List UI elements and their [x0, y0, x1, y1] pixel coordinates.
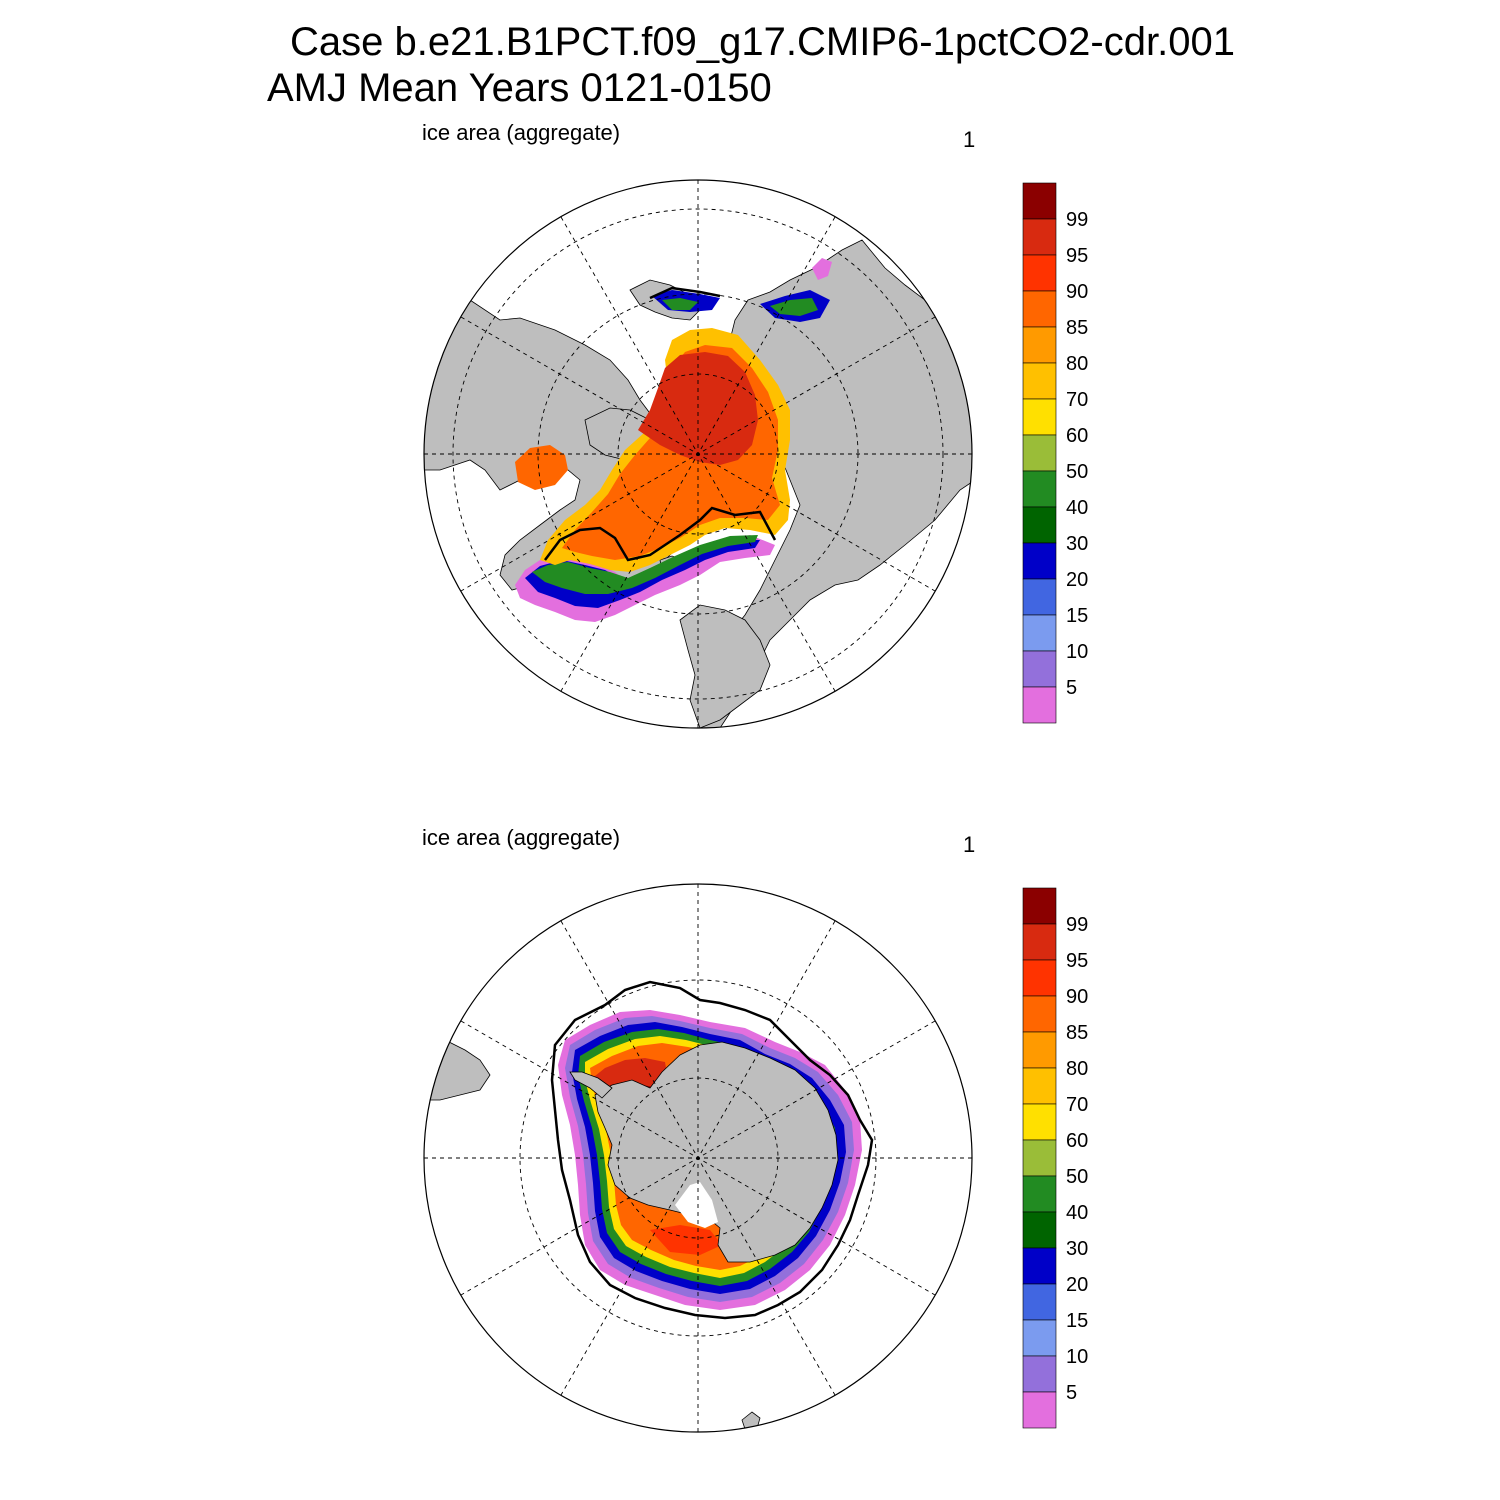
south-colorbar-tick-label: 20 [1066, 1274, 1088, 1296]
north-colorbar-box [1022, 290, 1057, 328]
south-colorbar-box [1022, 1283, 1057, 1321]
north-colorbar-tick-label: 80 [1066, 353, 1088, 375]
panel2-units-label: 1 [963, 832, 976, 857]
north-polar-map [423, 179, 973, 729]
south-colorbar-box [1022, 1031, 1057, 1069]
south-colorbar-box [1022, 1211, 1057, 1249]
south-colorbar-box [1022, 1319, 1057, 1357]
ross-ice-shelf [675, 1182, 718, 1228]
south-colorbar-tick-label: 5 [1066, 1382, 1077, 1404]
north-ice-edge-contour-pacific [649, 286, 721, 300]
north-colorbar-tick-label: 85 [1066, 317, 1088, 339]
north-graticule [424, 180, 972, 728]
north-colorbar-box [1022, 362, 1057, 400]
land-antarctic-peninsula [569, 1071, 613, 1099]
south-map-border [423, 883, 973, 1433]
north-colorbar-box [1022, 542, 1057, 580]
south-colorbar-tick-label: 30 [1066, 1238, 1088, 1260]
south-colorbar-box [1022, 1391, 1057, 1429]
north-colorbar-box [1022, 326, 1057, 364]
ice-kamchatka-rim [812, 258, 832, 280]
north-colorbar-box [1022, 686, 1057, 724]
south-colorbar-tick-label: 85 [1066, 1022, 1088, 1044]
ice-okhotsk-inner [770, 298, 818, 316]
south-colorbar-box [1022, 995, 1057, 1033]
south-colorbar-tick-label: 10 [1066, 1346, 1088, 1368]
north-ice-edge-contour [544, 506, 777, 562]
south-colorbar-box [1022, 923, 1057, 961]
south-colorbar-box [1022, 959, 1057, 997]
south-colorbar-tick-label: 15 [1066, 1310, 1088, 1332]
north-colorbar-tick-label: 10 [1066, 641, 1088, 663]
south-colorbar-box [1022, 1247, 1057, 1285]
north-colorbar-tick-label: 95 [1066, 245, 1088, 267]
north-colorbar-tick-label: 70 [1066, 389, 1088, 411]
panel1-variable-label: ice area (aggregate) [422, 120, 621, 145]
south-colorbar-box [1022, 1355, 1057, 1393]
south-ice-edge-contour [550, 980, 874, 1320]
north-map-border [423, 179, 973, 729]
ice-hudson-bay [515, 445, 568, 490]
north-colorbar-tick-label: 15 [1066, 605, 1088, 627]
south-colorbar-tick-label: 50 [1066, 1166, 1088, 1188]
north-colorbar-tick-label: 99 [1066, 209, 1088, 231]
north-colorbar-box [1022, 470, 1057, 508]
north-colorbar-tick-label: 5 [1066, 677, 1077, 699]
south-graticule [424, 884, 972, 1432]
land-new-zealand [741, 1411, 761, 1432]
south-colorbar-box [1022, 1103, 1057, 1141]
south-colorbar-box [1022, 887, 1057, 925]
north-colorbar-tick-label: 30 [1066, 533, 1088, 555]
north-colorbar-box [1022, 578, 1057, 616]
north-sea-ice [515, 258, 832, 622]
north-colorbar-tick-label: 50 [1066, 461, 1088, 483]
north-colorbar-box [1022, 218, 1057, 256]
south-colorbar-tick-label: 70 [1066, 1094, 1088, 1116]
south-colorbar-tick-label: 99 [1066, 914, 1088, 936]
land-antarctica [594, 1041, 839, 1263]
south-colorbar-tick-label: 80 [1066, 1058, 1088, 1080]
land-south-america [424, 1039, 491, 1101]
north-colorbar-box [1022, 182, 1057, 220]
south-polar-map [423, 883, 973, 1433]
north-colorbar-tick-label: 20 [1066, 569, 1088, 591]
south-colorbar-box [1022, 1175, 1057, 1213]
ice-ross [650, 1225, 722, 1255]
ice-bering-inner [662, 298, 698, 310]
north-colorbar: 99 95 90 85 80 70 60 50 40 30 20 15 10 5 [1022, 182, 1088, 724]
panel1-units-label: 1 [963, 127, 976, 152]
north-colorbar-box [1022, 434, 1057, 472]
land-europe [679, 604, 771, 728]
south-colorbar-tick-label: 95 [1066, 950, 1088, 972]
south-colorbar-tick-label: 90 [1066, 986, 1088, 1008]
north-colorbar-box [1022, 398, 1057, 436]
north-colorbar-tick-label: 60 [1066, 425, 1088, 447]
north-colorbar-box [1022, 650, 1057, 688]
north-colorbar-box [1022, 254, 1057, 292]
figure-title-period: AMJ Mean Years 0121-0150 [267, 66, 772, 110]
figure-title-case: Case b.e21.B1PCT.f09_g17.CMIP6-1pctCO2-c… [290, 20, 1235, 64]
north-colorbar-tick-label: 40 [1066, 497, 1088, 519]
south-colorbar-box [1022, 1139, 1057, 1177]
north-colorbar-tick-label: 90 [1066, 281, 1088, 303]
south-colorbar-box [1022, 1067, 1057, 1105]
north-colorbar-box [1022, 614, 1057, 652]
south-colorbar-tick-label: 60 [1066, 1130, 1088, 1152]
south-colorbar-tick-label: 40 [1066, 1202, 1088, 1224]
ice-band-40 [532, 535, 758, 594]
north-colorbar-box [1022, 506, 1057, 544]
panel2-variable-label: ice area (aggregate) [422, 825, 621, 850]
south-colorbar: 99 95 90 85 80 70 60 50 40 30 20 15 10 5 [1022, 887, 1088, 1429]
